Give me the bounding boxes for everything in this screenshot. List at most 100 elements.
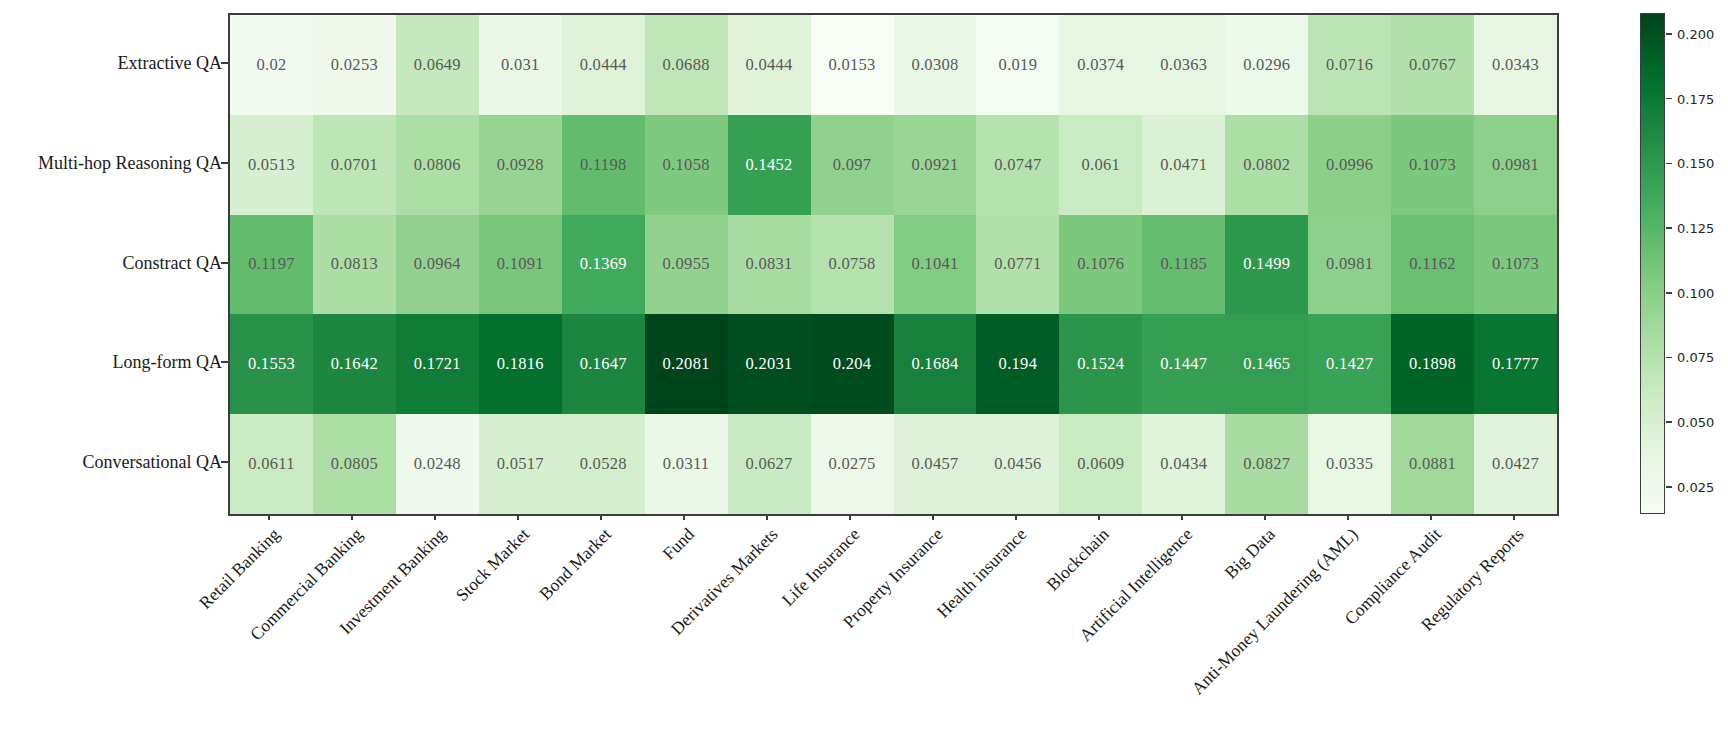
heatmap-cell: 0.0805 bbox=[313, 414, 396, 514]
heatmap-cell: 0.1041 bbox=[894, 215, 977, 315]
heatmap-cell: 0.0611 bbox=[230, 414, 313, 514]
heatmap-cell: 0.0471 bbox=[1142, 115, 1225, 215]
x-tick-mark bbox=[1015, 514, 1017, 520]
heatmap-cell: 0.0427 bbox=[1474, 414, 1557, 514]
colorbar-tick-label: 0.175 bbox=[1677, 91, 1714, 106]
colorbar bbox=[1640, 13, 1665, 514]
heatmap-cell: 0.0996 bbox=[1308, 115, 1391, 215]
row-label: Extractive QA bbox=[118, 52, 222, 73]
heatmap-cell: 0.0771 bbox=[976, 215, 1059, 315]
column-label: Fund bbox=[659, 524, 699, 564]
x-tick-mark bbox=[434, 514, 436, 520]
heatmap-cell: 0.1898 bbox=[1391, 314, 1474, 414]
x-tick-mark bbox=[1098, 514, 1100, 520]
heatmap-cell: 0.1465 bbox=[1225, 314, 1308, 414]
heatmap-cell: 0.0802 bbox=[1225, 115, 1308, 215]
heatmap-cell: 0.0767 bbox=[1391, 15, 1474, 115]
heatmap-cell: 0.0921 bbox=[894, 115, 977, 215]
column-label: Blockchain bbox=[1042, 524, 1113, 595]
heatmap-cell: 0.0528 bbox=[562, 414, 645, 514]
y-tick-mark bbox=[221, 162, 228, 164]
heatmap-cell: 0.0716 bbox=[1308, 15, 1391, 115]
heatmap-cell: 0.0434 bbox=[1142, 414, 1225, 514]
colorbar-tick-label: 0.125 bbox=[1677, 221, 1714, 236]
heatmap-cell: 0.1427 bbox=[1308, 314, 1391, 414]
row-label: Long-form QA bbox=[113, 352, 222, 373]
heatmap-cell: 0.2081 bbox=[645, 314, 728, 414]
heatmap-cell: 0.0296 bbox=[1225, 15, 1308, 115]
colorbar-tick-mark bbox=[1666, 33, 1672, 35]
heatmap-cell: 0.0813 bbox=[313, 215, 396, 315]
colorbar-tick-label: 0.050 bbox=[1677, 415, 1714, 430]
heatmap-cell: 0.1684 bbox=[894, 314, 977, 414]
column-label: Anti-Money Laundering (AML) bbox=[1188, 524, 1363, 699]
heatmap-cell: 0.1499 bbox=[1225, 215, 1308, 315]
heatmap-cell: 0.0363 bbox=[1142, 15, 1225, 115]
colorbar-tick-mark bbox=[1666, 486, 1672, 488]
colorbar-tick-mark bbox=[1666, 292, 1672, 294]
heatmap-cell: 0.0831 bbox=[728, 215, 811, 315]
colorbar-tick-mark bbox=[1666, 163, 1672, 165]
heatmap-cell: 0.1369 bbox=[562, 215, 645, 315]
column-label: Stock Market bbox=[451, 524, 533, 606]
heatmap-cell: 0.2031 bbox=[728, 314, 811, 414]
heatmap-cell: 0.1198 bbox=[562, 115, 645, 215]
x-tick-mark bbox=[351, 514, 353, 520]
x-tick-mark bbox=[517, 514, 519, 520]
heatmap-cell: 0.1721 bbox=[396, 314, 479, 414]
heatmap-cell: 0.1058 bbox=[645, 115, 728, 215]
heatmap-cell: 0.0335 bbox=[1308, 414, 1391, 514]
heatmap-cell: 0.1777 bbox=[1474, 314, 1557, 414]
row-label: Multi-hop Reasoning QA bbox=[38, 152, 222, 173]
heatmap-cell: 0.0981 bbox=[1308, 215, 1391, 315]
heatmap-cell: 0.1524 bbox=[1059, 314, 1142, 414]
heatmap-cell: 0.0308 bbox=[894, 15, 977, 115]
y-tick-mark bbox=[221, 361, 228, 363]
heatmap-cell: 0.0153 bbox=[811, 15, 894, 115]
x-tick-mark bbox=[849, 514, 851, 520]
heatmap-cell: 0.1553 bbox=[230, 314, 313, 414]
heatmap-cell: 0.0928 bbox=[479, 115, 562, 215]
heatmap-cell: 0.0955 bbox=[645, 215, 728, 315]
heatmap-cell: 0.0456 bbox=[976, 414, 1059, 514]
heatmap-cell: 0.0343 bbox=[1474, 15, 1557, 115]
x-tick-mark bbox=[766, 514, 768, 520]
row-label: Constract QA bbox=[123, 252, 222, 273]
heatmap-cell: 0.097 bbox=[811, 115, 894, 215]
heatmap-cell: 0.02 bbox=[230, 15, 313, 115]
heatmap-cell: 0.0513 bbox=[230, 115, 313, 215]
heatmap-cell: 0.0311 bbox=[645, 414, 728, 514]
row-label: Conversational QA bbox=[83, 452, 222, 473]
x-tick-mark bbox=[1264, 514, 1266, 520]
heatmap-cell: 0.019 bbox=[976, 15, 1059, 115]
heatmap-cell: 0.0649 bbox=[396, 15, 479, 115]
colorbar-tick-mark bbox=[1666, 357, 1672, 359]
heatmap-cell: 0.1447 bbox=[1142, 314, 1225, 414]
colorbar-tick-mark bbox=[1666, 98, 1672, 100]
heatmap-cell: 0.0275 bbox=[811, 414, 894, 514]
heatmap-cell: 0.0981 bbox=[1474, 115, 1557, 215]
heatmap-cell: 0.0881 bbox=[1391, 414, 1474, 514]
heatmap-cell: 0.0444 bbox=[728, 15, 811, 115]
heatmap-cell: 0.0609 bbox=[1059, 414, 1142, 514]
colorbar-tick-label: 0.100 bbox=[1677, 285, 1714, 300]
heatmap-cell: 0.204 bbox=[811, 314, 894, 414]
colorbar-tick-mark bbox=[1666, 227, 1672, 229]
heatmap-cell: 0.1197 bbox=[230, 215, 313, 315]
heatmap-cell: 0.031 bbox=[479, 15, 562, 115]
heatmap-cell: 0.0806 bbox=[396, 115, 479, 215]
heatmap-cell: 0.1816 bbox=[479, 314, 562, 414]
heatmap-cell: 0.0827 bbox=[1225, 414, 1308, 514]
x-tick-mark bbox=[600, 514, 602, 520]
x-tick-mark bbox=[1513, 514, 1515, 520]
heatmap-figure: 0.020.02530.06490.0310.04440.06880.04440… bbox=[0, 0, 1728, 733]
column-label: Life Insurance bbox=[778, 524, 865, 611]
heatmap-cell: 0.194 bbox=[976, 314, 1059, 414]
heatmap-cell: 0.0253 bbox=[313, 15, 396, 115]
heatmap-cell: 0.1642 bbox=[313, 314, 396, 414]
colorbar-tick-mark bbox=[1666, 421, 1672, 423]
heatmap-cell: 0.0627 bbox=[728, 414, 811, 514]
heatmap-cell: 0.0701 bbox=[313, 115, 396, 215]
heatmap-cell: 0.1073 bbox=[1391, 115, 1474, 215]
column-label: Bond Market bbox=[536, 524, 616, 604]
